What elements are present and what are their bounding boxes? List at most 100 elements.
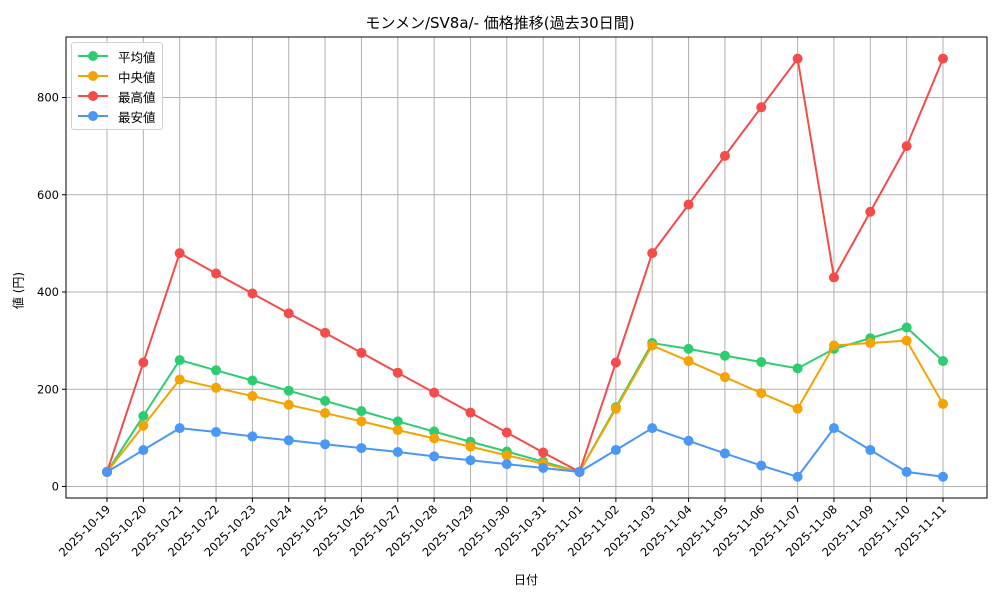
data-point [174,423,185,434]
data-point [465,441,476,452]
series-最安値 [102,423,948,482]
y-axis-ticks: 0 200 400 600 800 [37,91,66,494]
data-point [283,308,294,319]
series-line [106,426,944,478]
data-point [610,445,621,456]
x-axis-label: 日付 [513,573,538,587]
y-tick-label: 600 [37,188,59,202]
data-point [501,427,512,438]
legend-label: 最高値 [118,89,156,105]
data-point [756,388,767,399]
data-point [211,268,222,279]
data-point [429,387,440,398]
chart-title: モンメン/SV8a/- 価格推移(過去30日間) [365,14,635,32]
series-line [106,56,944,474]
data-point [501,450,512,461]
data-point [719,372,730,383]
data-point [283,385,294,396]
data-point [392,367,403,378]
data-point [756,357,767,368]
series-平均値 [102,322,948,477]
data-point [138,445,149,456]
y-tick-label: 400 [37,285,59,299]
legend-item: 最安値 [72,106,162,126]
data-point [429,433,440,444]
data-point [138,410,149,421]
y-tick-label: 800 [37,91,59,105]
data-point [356,347,367,358]
data-point [174,355,185,366]
data-point [938,53,948,64]
data-point [501,459,512,470]
data-point [865,206,876,217]
data-point [429,451,440,462]
data-point [828,340,839,351]
legend: 平均値中央値最高値最安値 [71,42,163,130]
data-point [247,375,258,386]
data-point [865,338,876,349]
data-point [102,466,112,477]
data-point [247,431,258,442]
data-point [901,141,912,152]
data-point [901,335,912,346]
data-point [938,398,948,409]
data-point [719,150,730,161]
data-point [792,471,803,482]
data-point [647,423,658,434]
data-point [356,443,367,454]
data-point [719,350,730,361]
legend-item: 最高値 [72,86,162,106]
data-point [901,466,912,477]
data-point [610,357,621,368]
legend-label: 平均値 [118,49,156,65]
data-point [356,416,367,427]
legend-item: 平均値 [72,46,162,66]
data-point [356,406,367,417]
data-point [647,340,658,351]
series-line [106,326,944,474]
legend-marker-icon [78,111,108,121]
data-point [756,102,767,113]
data-point [138,420,149,431]
data-point [756,460,767,471]
legend-label: 最安値 [118,109,156,125]
data-point [901,322,912,333]
legend-item: 中央値 [72,66,162,86]
data-point [211,365,222,376]
data-point [283,435,294,446]
data-point [683,199,694,210]
data-point [247,391,258,402]
legend-marker-icon [78,51,108,61]
data-point [792,403,803,414]
legend-marker-icon [78,71,108,81]
plot-frame [65,36,988,499]
legend-label: 中央値 [118,69,156,85]
data-point [392,425,403,436]
data-point [828,272,839,283]
data-point [465,407,476,418]
x-axis-ticks: 2025-10-192025-10-202025-10-212025-10-22… [56,498,949,559]
data-point [683,343,694,354]
data-point [683,435,694,446]
data-point [610,403,621,414]
legend-marker-icon [78,91,108,101]
data-point [938,356,948,367]
series-最高値 [102,53,948,477]
data-point [247,288,258,299]
data-point [683,356,694,367]
data-point [320,327,331,338]
data-point [392,416,403,427]
data-point [283,399,294,410]
data-point [574,466,585,477]
data-point [538,447,549,458]
data-point [938,471,948,482]
series-lines [102,53,948,482]
data-point [320,408,331,419]
data-point [792,363,803,374]
data-point [138,357,149,368]
data-point [320,439,331,450]
data-point [320,395,331,406]
data-point [647,248,658,259]
data-point [211,382,222,393]
